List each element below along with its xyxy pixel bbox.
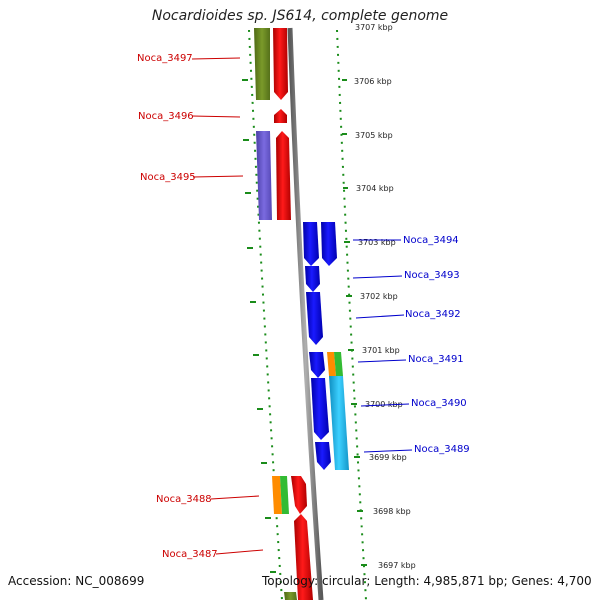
gene-label: Noca_3489: [414, 444, 470, 455]
scale-label: 3707 kbp: [355, 23, 393, 32]
scale-label: 3697 kbp: [378, 561, 416, 570]
scale-label: 3704 kbp: [356, 184, 394, 193]
gene-arrow: [311, 378, 329, 440]
scale-label: 3705 kbp: [355, 131, 393, 140]
orf-block: [284, 592, 297, 600]
gene-arrow: [276, 131, 291, 220]
gene-label: Noca_3488: [156, 494, 212, 505]
gene-label: Noca_3492: [405, 309, 461, 320]
gene-arrow: [291, 476, 307, 514]
scale-labels: 3707 kbp 3706 kbp 3705 kbp 3704 kbp 3703…: [354, 23, 416, 570]
plus-strand-features: [303, 222, 349, 470]
orf-block: [280, 476, 289, 514]
gene-label: Noca_3496: [138, 111, 194, 122]
scale-label: 3698 kbp: [373, 507, 411, 516]
scale-label: 3699 kbp: [369, 453, 407, 462]
gene-arrow: [321, 222, 337, 266]
gene-arrow: [303, 222, 319, 266]
gene-arrow: [273, 28, 288, 100]
minus-strand-features: [254, 28, 313, 600]
topology-text: Topology: circular; Length: 4,985,871 bp…: [262, 574, 592, 588]
gene-arrow: [274, 109, 287, 123]
gene-label: Noca_3495: [140, 172, 196, 183]
label-leaders: [191, 57, 413, 555]
orf-block: [329, 376, 349, 470]
map-title: Nocardioides sp. JS614, complete genome: [151, 8, 449, 24]
gene-label: Noca_3493: [404, 270, 460, 281]
scale-label: 3700 kbp: [365, 400, 403, 409]
gene-label: Noca_3497: [137, 53, 193, 64]
gene-label: Noca_3487: [162, 549, 218, 560]
orf-block: [334, 352, 343, 376]
gene-label: Noca_3491: [408, 354, 464, 365]
scale-label: 3702 kbp: [360, 292, 398, 301]
gene-arrow: [309, 352, 325, 378]
left-tick-track: [248, 29, 283, 600]
right-tick-track: [336, 29, 367, 600]
genome-backbone: [287, 27, 324, 600]
gene-arrow: [305, 266, 320, 292]
accession-text: Accession: NC_008699: [8, 574, 145, 588]
gene-label: Noca_3494: [403, 235, 459, 246]
scale-label: 3701 kbp: [362, 346, 400, 355]
left-gene-labels: Noca_3497 Noca_3496 Noca_3495 Noca_3488 …: [137, 53, 218, 560]
gene-arrow: [294, 514, 313, 600]
orf-block: [272, 476, 282, 514]
left-tick-marks: [242, 79, 276, 573]
orf-block: [254, 28, 270, 100]
right-gene-labels: Noca_3494 Noca_3493 Noca_3492 Noca_3491 …: [403, 235, 470, 455]
gene-label: Noca_3490: [411, 398, 467, 409]
gene-arrow: [306, 292, 323, 345]
orf-block: [327, 352, 336, 376]
scale-label: 3703 kbp: [358, 238, 396, 247]
scale-label: 3706 kbp: [354, 77, 392, 86]
orf-block: [256, 131, 272, 220]
gene-arrow: [315, 442, 331, 470]
right-tick-marks: [342, 79, 367, 566]
